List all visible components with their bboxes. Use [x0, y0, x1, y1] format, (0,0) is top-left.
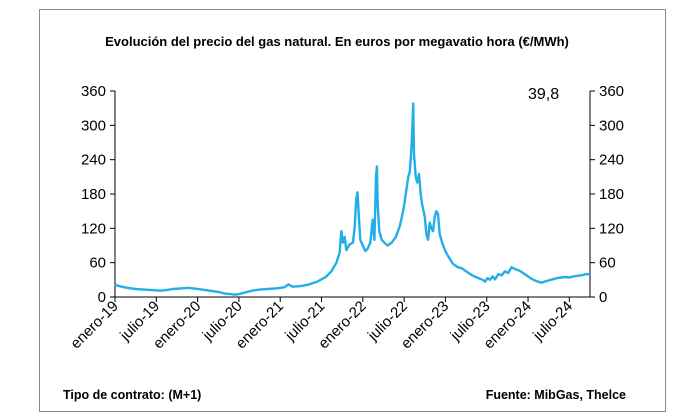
y-tick-label-right: 60	[599, 255, 616, 272]
y-tick-label-right: 0	[599, 289, 607, 306]
y-tick-label-left: 240	[81, 152, 106, 169]
y-tick-label-left: 360	[81, 83, 106, 100]
contract-type-label: Tipo de contrato: (M+1)	[63, 388, 202, 402]
y-tick-label-right: 240	[599, 152, 624, 169]
y-tick-label-right: 300	[599, 117, 624, 134]
y-tick-label-right: 180	[599, 186, 624, 203]
y-tick-label-left: 300	[81, 117, 106, 134]
y-tick-label-right: 120	[599, 220, 624, 237]
source-label: Fuente: MibGas, Thelce	[485, 388, 626, 402]
y-tick-label-left: 0	[98, 289, 106, 306]
y-tick-label-left: 180	[81, 186, 106, 203]
x-tick-label: enero-19	[67, 298, 121, 352]
price-series-line	[114, 102, 591, 296]
chart-title: Evolución del precio del gas natural. En…	[105, 34, 569, 49]
last-value-label: 39,8	[528, 86, 560, 103]
y-tick-label-left: 60	[89, 255, 106, 272]
series-layer	[114, 102, 591, 296]
x-tick-label: julio-24	[529, 298, 576, 345]
chart-axes	[114, 91, 591, 298]
y-tick-label-left: 120	[81, 220, 106, 237]
chart-frame	[39, 9, 666, 412]
y-tick-label-right: 360	[599, 83, 624, 100]
chart-ticks: 0 0 60 60 120 120 180 180 240 240 300 300 360 360 ener…	[67, 83, 624, 352]
